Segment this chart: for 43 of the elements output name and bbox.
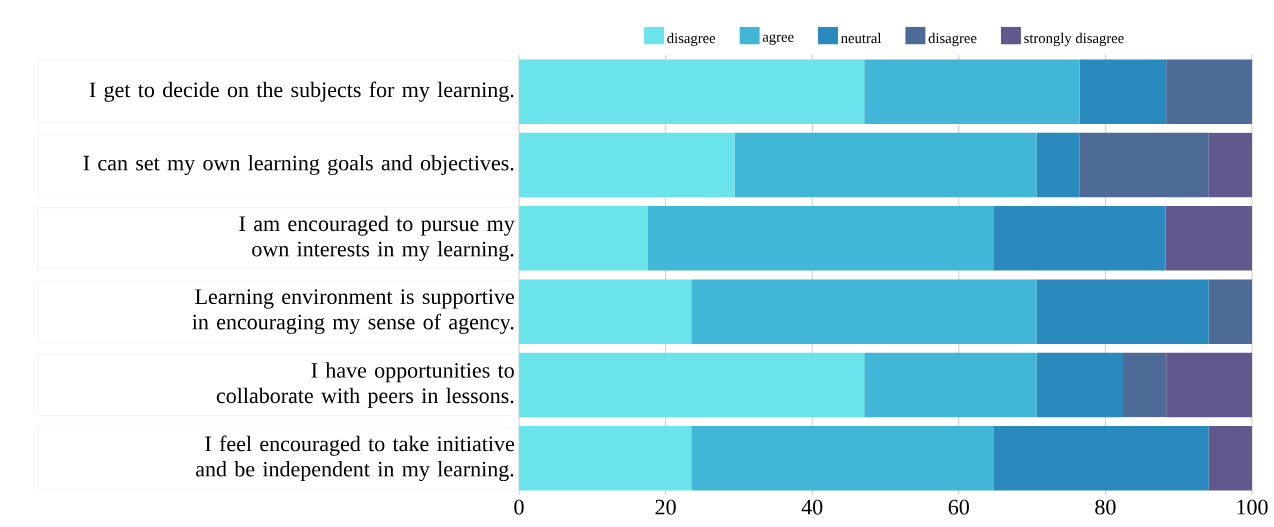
bar	[1036, 352, 1123, 418]
bar	[1166, 352, 1252, 418]
bar	[1208, 426, 1252, 491]
legend-label: disagree	[667, 32, 716, 47]
bar	[1208, 279, 1252, 344]
bar	[993, 206, 1166, 271]
bar	[864, 352, 1037, 418]
bar	[864, 59, 1080, 124]
y-tick-label: I am encouraged to pursue my own interests in my learning.	[239, 215, 515, 261]
bar	[519, 59, 865, 124]
bar	[1165, 206, 1252, 271]
bar	[691, 279, 1037, 344]
bar	[1079, 59, 1167, 124]
y-tick-label: Learning environment is supportive in encouraging my sense of agency.	[192, 289, 514, 334]
legend-label: strongly disagree	[1024, 32, 1124, 47]
x-tick-label: 40	[801, 499, 823, 515]
x-tick-label: 60	[948, 499, 969, 515]
y-tick-label: I feel encouraged to take initiative and be independent in my learning.	[196, 435, 515, 482]
legend-label: agree	[762, 34, 794, 45]
bar	[1036, 132, 1080, 198]
legend-label: disagree	[928, 32, 977, 47]
legend-label: neutral	[841, 32, 882, 44]
bar	[1079, 132, 1209, 198]
x-tick-label: 20	[655, 499, 676, 515]
bar	[1036, 279, 1209, 344]
bar	[648, 206, 994, 271]
x-tick-label: 100	[1237, 499, 1268, 515]
bar	[1166, 59, 1252, 124]
bar	[519, 206, 649, 271]
y-tick-label: I have opportunities to collaborate with peers in lessons.	[216, 362, 514, 408]
bar	[519, 426, 692, 491]
bar	[1208, 132, 1252, 198]
bar	[1122, 352, 1167, 418]
bar	[519, 132, 735, 198]
bar	[691, 426, 994, 491]
x-tick-label: 0	[514, 499, 524, 515]
x-tick-label: 80	[1095, 499, 1116, 515]
y-tick-label: I get to decide on the subjects for my learning.	[89, 81, 514, 102]
bar	[734, 132, 1037, 198]
bar	[519, 279, 692, 344]
bar	[519, 352, 865, 418]
bar	[993, 426, 1209, 491]
y-tick-label: I can set my own learning goals and objectives.	[83, 155, 514, 176]
